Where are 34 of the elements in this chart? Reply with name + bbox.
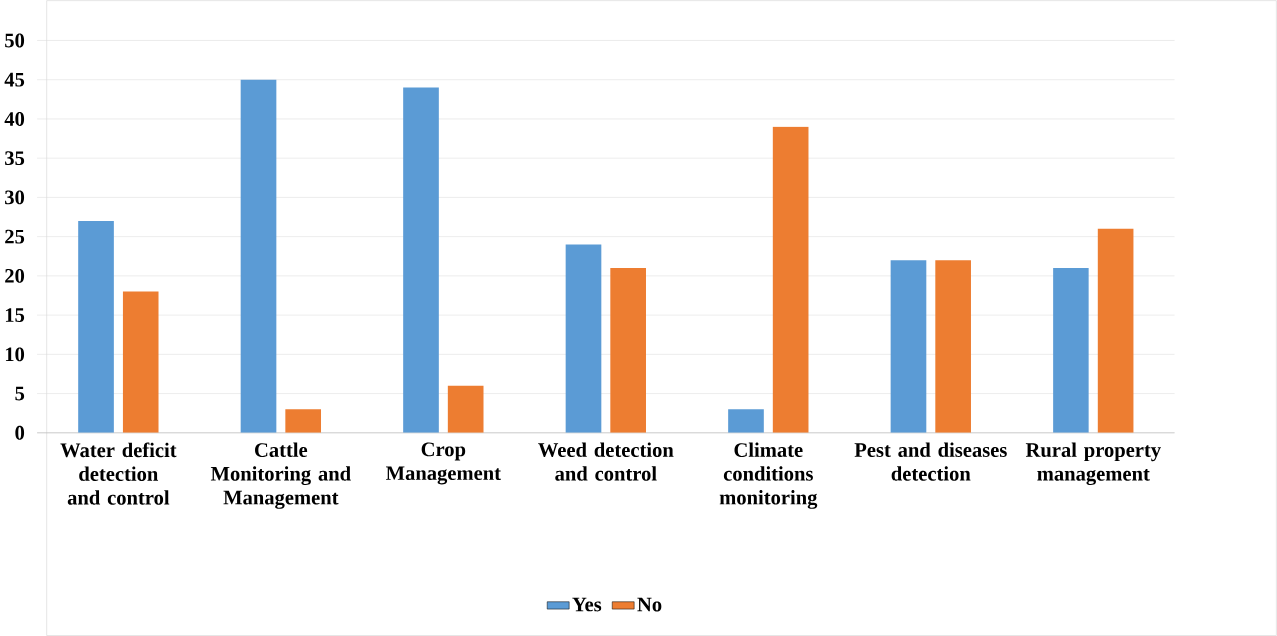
x-tick-label: Cattle Monitoring and Management: [210, 442, 351, 509]
y-tick-label: 30: [5, 190, 25, 205]
y-tick-label: 35: [5, 151, 25, 165]
x-tick-label: Pest and diseases detection: [854, 442, 1007, 481]
legend-label: Yes: [572, 597, 602, 612]
bar: [1097, 228, 1134, 433]
y-tick-label: 45: [4, 72, 25, 87]
legend-label: No: [637, 597, 662, 612]
y-tick-label: 20: [5, 268, 25, 283]
bar: [890, 260, 927, 433]
y-tick-label: 10: [5, 347, 25, 362]
x-tick-label: Rural property management: [1025, 442, 1161, 485]
bar: [772, 126, 809, 433]
y-tick-label: 50: [5, 33, 25, 48]
x-tick-label: Weed detection and control: [538, 442, 674, 481]
bar: [447, 385, 484, 433]
x-tick-label: Climate conditions monitoring: [719, 442, 818, 509]
y-tick-label: 5: [15, 386, 25, 401]
y-tick-label: 25: [5, 229, 25, 244]
bar: [1053, 267, 1089, 433]
y-tick-label: 15: [5, 308, 25, 322]
y-tick-label: 40: [4, 111, 25, 126]
bar: [78, 220, 114, 433]
bar: [403, 87, 439, 433]
bar: [610, 267, 646, 433]
x-tick-label: Crop Management: [386, 442, 501, 485]
bar: [728, 409, 764, 433]
bar: [935, 260, 971, 433]
x-tick-label: Water deficit detection and control: [60, 442, 177, 505]
y-tick-label: 0: [15, 425, 25, 440]
bar: [240, 79, 277, 433]
bar: [122, 291, 159, 433]
bar: [565, 244, 602, 433]
bar: [285, 409, 322, 433]
